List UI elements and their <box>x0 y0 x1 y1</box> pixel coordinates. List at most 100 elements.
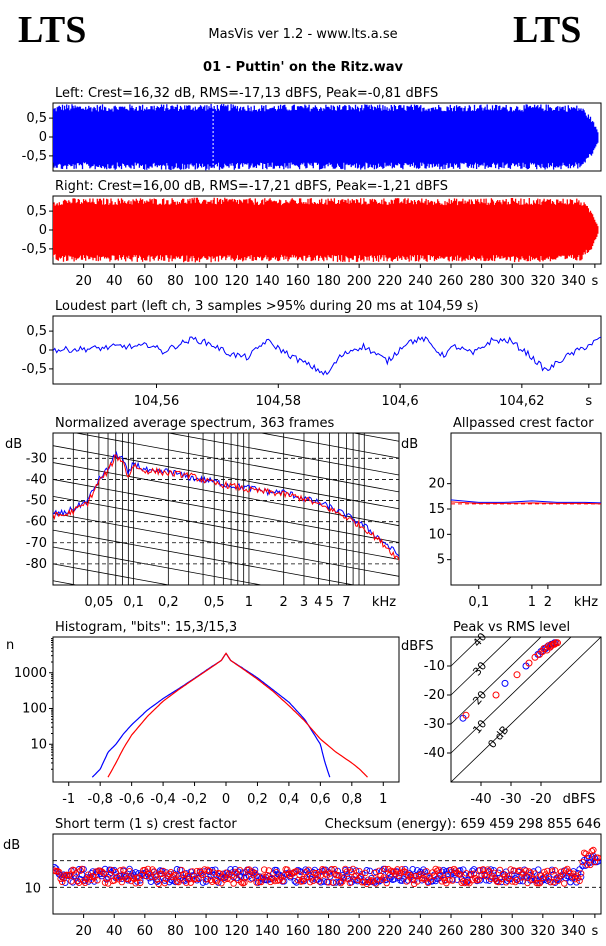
short_term_crest-point-left <box>346 866 354 874</box>
short_term_crest-point-right <box>309 877 317 885</box>
short_term_crest-point-right <box>118 878 126 886</box>
short_term_crest-point-right <box>378 876 386 883</box>
histogram-xtick-label: 0,2 <box>247 792 268 807</box>
short_term_crest-point-right <box>236 866 243 874</box>
short_term_crest-point-right <box>179 871 187 878</box>
short_term_crest-point-right <box>562 867 570 874</box>
short_term_crest-point-right <box>472 875 479 882</box>
average_spectrum-ylabel: dB <box>5 437 22 452</box>
short_term_crest-point-right <box>98 868 106 875</box>
short_term_crest-point-left <box>72 874 80 881</box>
average_spectrum-xtick-label: 1 <box>245 595 253 610</box>
loudest_part-xtick-label: 104,56 <box>134 394 180 409</box>
short_term_crest-point-right <box>502 879 510 886</box>
short_term_crest-point-right <box>337 879 345 887</box>
histogram-ytick-label: 10 <box>30 737 47 752</box>
short_term_crest-point-right <box>132 879 139 887</box>
short_term_crest-point-right <box>346 879 354 887</box>
peak_vs_rms-crest-diagonal <box>451 637 601 782</box>
average_spectrum-series-line-right <box>53 454 399 561</box>
average_spectrum-slope-line <box>53 327 399 390</box>
histogram-ylabel: n <box>6 638 14 653</box>
left_waveform-ytick-label: 0,5 <box>26 111 47 126</box>
short_term_crest-point-right <box>329 879 337 886</box>
short_term_crest-point-left <box>438 868 446 875</box>
short_term_crest-point-left <box>332 879 340 886</box>
short_term_crest-point-left <box>482 876 490 884</box>
left_waveform-signal <box>53 104 599 171</box>
short_term_crest-point-left <box>147 878 155 885</box>
short_term_crest-point-right <box>184 872 191 880</box>
short_term_crest-point-right <box>230 880 237 887</box>
short_term_crest-point-left <box>135 870 142 877</box>
right_waveform-xtick-label: 300 <box>500 274 525 289</box>
right_waveform-xtick-label: 260 <box>439 274 464 289</box>
short_term_crest-point-right <box>296 871 303 878</box>
short_term_crest-point-right <box>72 870 80 877</box>
loudest_part-series-line <box>53 336 601 376</box>
short_term_crest-point-right <box>590 846 597 854</box>
histogram-xtick-label: 0 <box>222 792 230 807</box>
short_term_crest-point-right <box>507 866 514 873</box>
average_spectrum-slope-line <box>53 563 171 585</box>
average_spectrum-ytick-label: -40 <box>26 472 47 487</box>
short_term_crest-point-left <box>577 873 585 881</box>
average_spectrum-slope-line <box>53 512 399 577</box>
short_term_crest-point-right <box>544 867 551 875</box>
short_term_crest-point-right <box>120 866 127 874</box>
short_term_crest-point-left <box>453 876 461 883</box>
short_term_crest-point-right <box>129 874 136 881</box>
peak_vs_rms-point-right <box>554 639 561 647</box>
right_waveform-xtick-label: 220 <box>377 274 402 289</box>
short_term_crest-point-right <box>388 867 395 875</box>
short_term_crest-point-left <box>461 872 469 879</box>
allpassed_crest-frame <box>450 432 602 586</box>
short_term_crest-xtick-label: 60 <box>137 924 154 939</box>
average_spectrum-slope-line <box>53 495 399 560</box>
histogram-xtick-label: -0,6 <box>119 792 144 807</box>
peak_vs_rms-crest-diagonal <box>451 637 512 696</box>
short_term_crest-point-right <box>155 880 162 888</box>
short_term_crest-point-left <box>69 879 77 886</box>
short_term_crest-point-right <box>316 878 323 885</box>
short_term_crest-point-left <box>409 866 416 873</box>
loudest_part-ytick-label: -0,5 <box>22 362 47 377</box>
short_term_crest-point-right <box>126 868 133 875</box>
track-title: 01 - Puttin' on the Ritz.wav <box>203 60 403 75</box>
average_spectrum-ytick-label: -30 <box>26 451 47 466</box>
short_term_crest-point-right <box>66 871 74 878</box>
short_term_crest-point-left <box>75 866 83 873</box>
short_term_crest-point-right <box>314 871 322 879</box>
short_term_crest-point-right <box>331 866 338 873</box>
average_spectrum-xtick-label: 2 <box>280 595 288 610</box>
short_term_crest-point-right <box>583 861 591 868</box>
loudest_part-title: Loudest part (left ch, 3 samples >95% du… <box>55 299 479 314</box>
histogram-series-line-right <box>107 652 368 778</box>
left_waveform-ytick-label: -0,5 <box>22 149 47 164</box>
loudest_part-xtick-label: s <box>585 394 592 409</box>
short_term_crest-point-right <box>490 869 498 877</box>
short_term_crest-point-left <box>296 867 303 875</box>
short_term_crest-point-left <box>104 874 112 881</box>
short_term_crest-point-left <box>391 875 398 883</box>
short_term_crest-xtick-label: 180 <box>316 924 341 939</box>
average_spectrum-xtick-label: 5 <box>325 595 333 610</box>
short_term_crest-point-right <box>484 866 491 873</box>
peak_vs_rms-frame <box>450 636 602 783</box>
short_term_crest-point-right <box>57 875 64 883</box>
peak_vs_rms-diagonal-label: 10 <box>470 717 489 736</box>
average_spectrum-xtick-label: 0,2 <box>158 595 179 610</box>
short_term_crest-point-right <box>276 876 283 884</box>
short_term_crest-xtick-label: 80 <box>167 924 184 939</box>
short_term_crest-point-left <box>339 872 346 879</box>
right_waveform-xtick-label: 20 <box>75 274 92 289</box>
short_term_crest-point-left <box>498 878 505 886</box>
peak_vs_rms-xtick-label: -30 <box>500 792 521 807</box>
short_term_crest-point-right <box>542 871 550 878</box>
short_term_crest-point-left <box>594 858 601 865</box>
histogram-xtick-label: 0,6 <box>310 792 331 807</box>
short_term_crest-point-right <box>280 872 288 879</box>
short_term_crest-point-right <box>432 865 439 873</box>
short_term_crest-point-right <box>202 876 210 883</box>
right_waveform-xtick-label: s <box>591 274 598 289</box>
